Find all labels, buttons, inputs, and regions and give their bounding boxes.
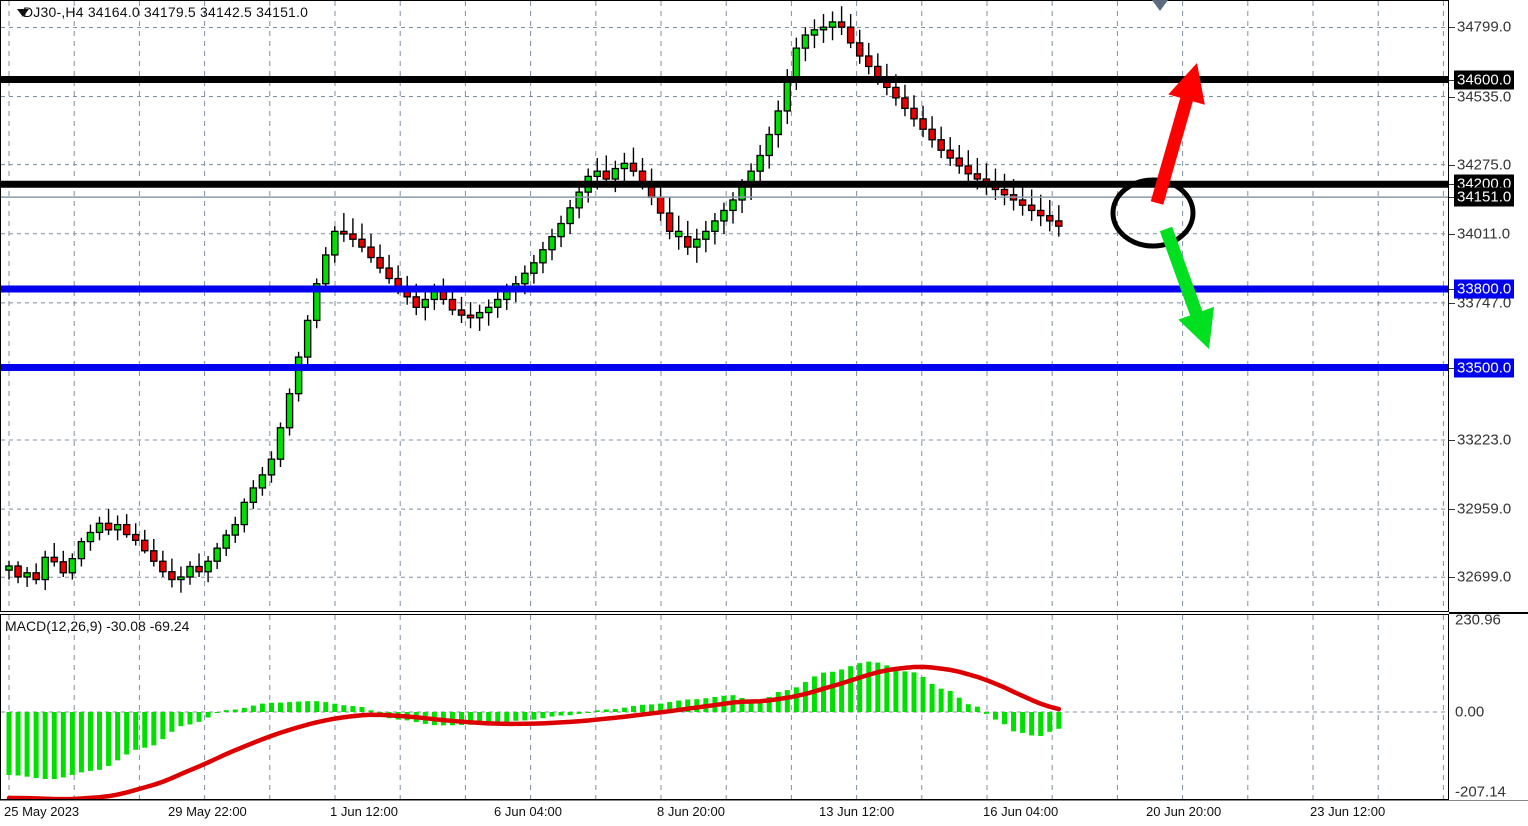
macd-indicator-panel[interactable]: MACD(12,26,9) -30.08 -69.24: [0, 614, 1449, 800]
time-axis-label: 1 Jun 12:00: [330, 804, 398, 819]
price-axis-label: 33747.0: [1457, 294, 1512, 312]
price-plot: [1, 1, 1448, 611]
price-axis-label: 34535.0: [1457, 88, 1512, 106]
time-axis[interactable]: 25 May 2023 29 May 22:00 1 Jun 12:00 6 Jun …: [0, 800, 1528, 826]
time-axis-label: 16 Jun 04:00: [983, 804, 1059, 819]
time-axis-label: 23 Jun 12:00: [1310, 804, 1386, 819]
price-axis-label: 33500.0: [1454, 358, 1515, 378]
price-axis-label: 34600.0: [1454, 70, 1515, 90]
price-axis-label: 33223.0: [1457, 431, 1512, 449]
time-axis-label: 6 Jun 04:00: [494, 804, 562, 819]
time-axis-label: 8 Jun 20:00: [657, 804, 725, 819]
price-axis-label: 34011.0: [1457, 225, 1511, 243]
macd-axis-label: 0.00: [1455, 703, 1485, 721]
time-axis-label: 20 Jun 20:00: [1146, 804, 1222, 819]
price-axis-label: 32959.0: [1457, 500, 1512, 518]
time-axis-label: 25 May 2023: [4, 804, 80, 819]
time-axis-label: 29 May 22:00: [168, 804, 247, 819]
price-axis-label: 34799.0: [1457, 18, 1512, 36]
period-separator-marker-icon: [1152, 0, 1168, 11]
ohlc-title: DJ30-,H4 34164.0 34179.5 34142.5 34151.0: [23, 4, 309, 20]
price-axis-label: 33800.0: [1454, 279, 1515, 299]
macd-title: MACD(12,26,9) -30.08 -69.24: [5, 618, 190, 634]
price-axis-label: 34275.0: [1457, 156, 1512, 174]
macd-axis-label: 230.96: [1455, 611, 1501, 629]
time-axis-label: 13 Jun 12:00: [819, 804, 895, 819]
value-axis[interactable]: 34799.0 34600.0 34535.0 34275.0 34200.0 34151…: [1449, 0, 1528, 801]
price-axis-label: 32699.0: [1457, 568, 1512, 586]
triangle-down-icon[interactable]: [17, 9, 29, 17]
macd-plot: [1, 615, 1448, 799]
price-axis-label: 34151.0: [1454, 187, 1515, 207]
macd-axis-label: -207.14: [1455, 783, 1506, 801]
price-chart-panel[interactable]: DJ30-,H4 34164.0 34179.5 34142.5 34151.0: [0, 0, 1449, 612]
